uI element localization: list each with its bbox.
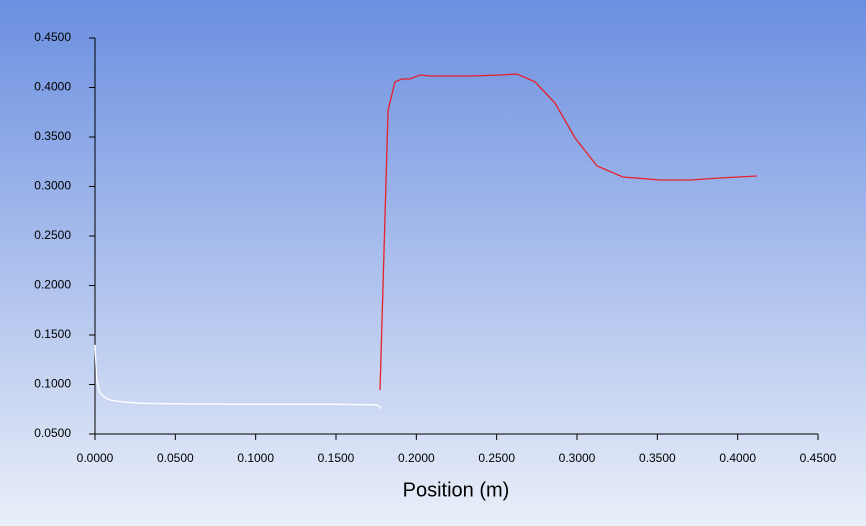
x-tick-label: 0.1000 [237, 451, 274, 465]
y-tick-label: 0.3000 [34, 179, 71, 193]
x-tick-label: 0.0500 [157, 451, 194, 465]
x-tick-label: 0.3500 [639, 451, 676, 465]
x-tick-label: 0.2000 [398, 451, 435, 465]
x-tick-label: 0.1500 [318, 451, 355, 465]
y-tick-label: 0.3500 [34, 129, 71, 143]
y-tick-label: 0.4000 [34, 80, 71, 94]
y-tick-label: 0.4500 [34, 30, 71, 44]
y-tick-label: 0.1500 [34, 327, 71, 341]
data-line [379, 73, 757, 391]
x-tick-label: 0.2500 [478, 451, 515, 465]
x-tick-label: 0.4000 [719, 451, 756, 465]
x-tick-label: 0.4500 [800, 451, 837, 465]
x-axis-label: Position (m) [403, 479, 510, 501]
data-line [94, 344, 382, 410]
x-tick-label: 0.0000 [77, 451, 114, 465]
x-tick-label: 0.3000 [559, 451, 596, 465]
y-tick-label: 0.0500 [34, 426, 71, 440]
y-tick-label: 0.2000 [34, 278, 71, 292]
y-tick-label: 0.2500 [34, 228, 71, 242]
y-tick-label: 0.1000 [34, 377, 71, 391]
